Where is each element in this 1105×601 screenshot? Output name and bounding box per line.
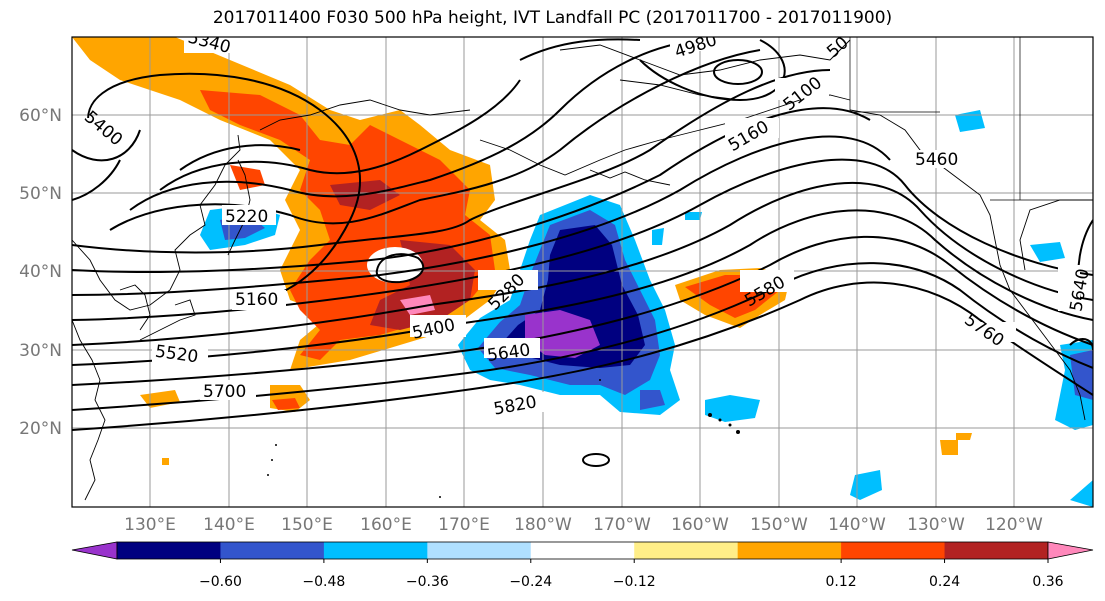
colorbar-cell <box>944 542 1049 559</box>
lon-label: 130°E <box>124 515 176 535</box>
longitude-labels: 130°E 140°E 150°E 160°E 170°E 180°W 170°… <box>124 515 1043 535</box>
colorbar-cell <box>117 542 221 559</box>
lon-label: 170°W <box>593 515 651 535</box>
contour-label: 5220 <box>225 207 268 227</box>
colorbar: −0.60−0.48−0.36−0.24−0.120.120.240.360.4… <box>71 541 1094 590</box>
colorbar-cell <box>220 542 325 559</box>
lat-label: 40°N <box>19 262 62 282</box>
lon-label: 120°W <box>985 515 1043 535</box>
latitude-labels: 60°N 50°N 40°N 30°N 20°N <box>19 106 62 439</box>
colorbar-tick-label: 0.36 <box>1032 574 1063 590</box>
lat-label: 20°N <box>19 419 62 439</box>
graticule <box>72 37 1093 507</box>
colorbar-cell <box>634 542 739 559</box>
colorbar-extend-high <box>1047 541 1094 560</box>
map-title: 2017011400 F030 500 hPa height, IVT Land… <box>212 8 893 28</box>
plot-frame <box>71 36 1094 508</box>
lon-label: 170°E <box>438 515 490 535</box>
contour-label: 5160 <box>235 290 278 310</box>
lon-label: 130°W <box>907 515 965 535</box>
colorbar-tick-label: −0.36 <box>406 574 449 590</box>
contour-label: 5700 <box>203 382 246 402</box>
lon-label: 160°E <box>360 515 412 535</box>
lon-label: 150°W <box>750 515 808 535</box>
lon-label: 160°W <box>671 515 729 535</box>
colorbar-cell <box>323 542 428 559</box>
colorbar-tick-label: 0.24 <box>929 574 960 590</box>
colorbar-tick-label: −0.48 <box>302 574 345 590</box>
lat-label: 30°N <box>19 341 62 361</box>
contour-label: 5460 <box>915 150 958 170</box>
lon-label: 140°W <box>828 515 886 535</box>
colorbar-cell <box>841 542 946 559</box>
colorbar-cell <box>530 542 635 559</box>
colorbar-cell <box>427 542 532 559</box>
colorbar-extend-low <box>71 541 118 560</box>
political-borders <box>849 37 1093 201</box>
lon-label: 150°E <box>281 515 333 535</box>
lon-label: 180°W <box>514 515 572 535</box>
colorbar-tick-label: −0.12 <box>613 574 656 590</box>
colorbar-tick-label: 0.12 <box>826 574 857 590</box>
lon-label: 140°E <box>203 515 255 535</box>
lat-label: 50°N <box>19 184 62 204</box>
coastlines <box>72 39 1093 501</box>
colorbar-tick-label: −0.24 <box>509 574 552 590</box>
colorbar-cell <box>737 542 842 559</box>
colorbar-tick-label: −0.60 <box>199 574 242 590</box>
lat-label: 60°N <box>19 106 62 126</box>
